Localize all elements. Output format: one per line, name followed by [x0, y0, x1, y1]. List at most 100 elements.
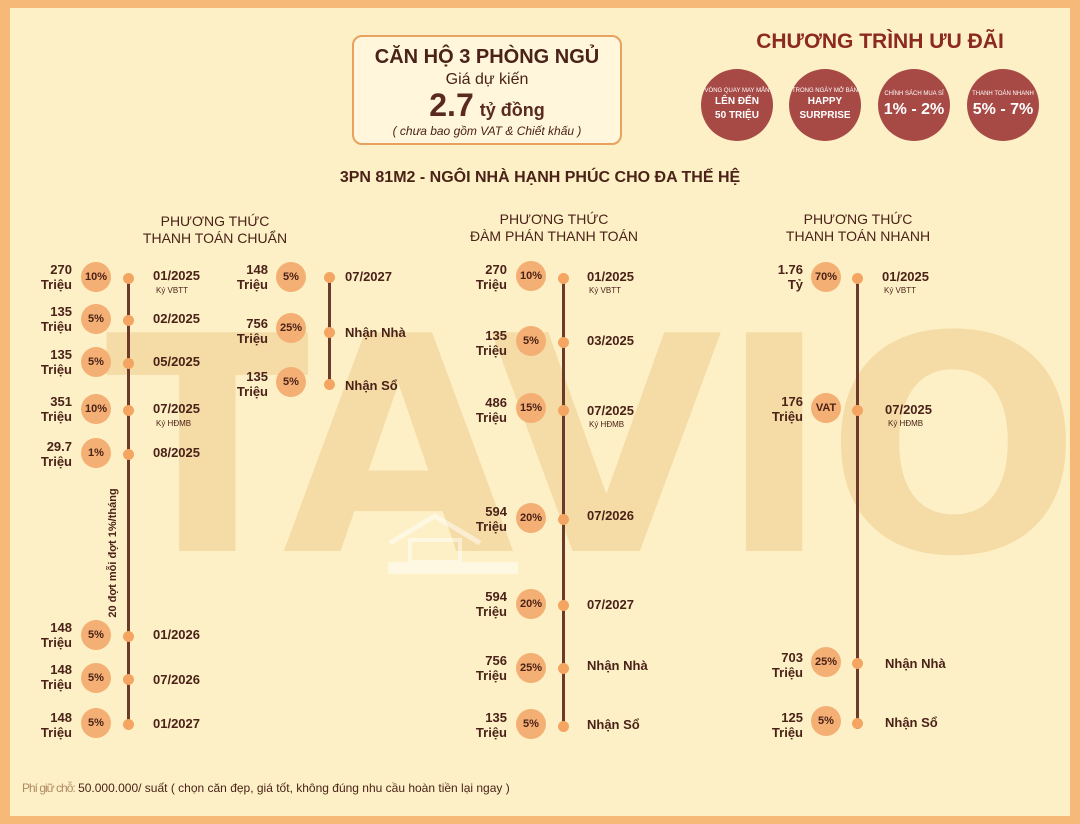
promo-line: SURPRISE: [799, 110, 851, 121]
percent-badge: 25%: [811, 647, 841, 677]
percent-badge: 25%: [276, 313, 306, 343]
column-header-line: THANH TOÁN NHANH: [785, 228, 931, 244]
page: TAVIO CĂN HỘ 3 PHÒNG NGỦ Giá dự kiến 2.7…: [10, 8, 1070, 816]
date-label: 07/2025: [885, 402, 932, 417]
price-box-price: 2.7 tỷ đồng: [354, 87, 620, 124]
percent-badge: 5%: [276, 262, 306, 292]
promo-fast-payment: THANH TOÁN NHANH 5% - 7%: [967, 69, 1039, 141]
amount-value: 135 Triệu: [40, 304, 72, 334]
amount-value: 703 Triệu: [771, 650, 803, 680]
amount-value: 756 Triệu: [236, 316, 268, 346]
percent-badge: 5%: [81, 304, 111, 334]
percent-badge: 5%: [516, 326, 546, 356]
column-header-line: ĐÀM PHÁN THANH TOÁN: [469, 228, 639, 244]
timeline-dot: [123, 631, 134, 642]
timeline-dot: [558, 337, 569, 348]
amount-value: 148 Triệu: [236, 262, 268, 292]
percent-badge: 10%: [81, 394, 111, 424]
amount-value: 1.76 Tỷ: [777, 262, 803, 292]
amount-value: 125 Triệu: [771, 710, 803, 740]
amount-value: 148 Triệu: [40, 710, 72, 740]
timeline-dot: [324, 272, 335, 283]
percent-badge: 5%: [516, 709, 546, 739]
amount-value: 148 Triệu: [40, 620, 72, 650]
promo-big: 5% - 7%: [972, 101, 1034, 118]
timeline-dot: [123, 719, 134, 730]
date-label: 07/2025: [587, 403, 634, 418]
date-label: 01/2025: [587, 269, 634, 284]
date-label: 01/2025: [153, 268, 200, 283]
column-header-line: THANH TOÁN CHUẨN: [142, 230, 288, 246]
footer-label: Phí giữ chỗ:: [22, 781, 76, 795]
percent-badge: 5%: [81, 663, 111, 693]
footer-note: Phí giữ chỗ: 50.000.000/ suất ( chọn căn…: [22, 781, 510, 795]
promo-caption: TRONG NGÀY MỞ BÁN: [791, 88, 859, 94]
date-label: 05/2025: [153, 354, 200, 369]
timeline-dot: [324, 379, 335, 390]
milestone-note: Ký HĐMB: [589, 420, 625, 429]
amount-value: 135 Triệu: [475, 710, 507, 740]
date-label: 01/2027: [153, 716, 200, 731]
timeline-dot: [852, 405, 863, 416]
date-label: 07/2026: [587, 508, 634, 523]
percent-badge: 5%: [81, 708, 111, 738]
percent-badge: 20%: [516, 589, 546, 619]
timeline-dot: [852, 658, 863, 669]
timeline-dot: [558, 273, 569, 284]
price-unit: tỷ đồng: [479, 100, 545, 120]
milestone-note: Ký HĐMB: [888, 419, 924, 428]
percent-badge: 20%: [516, 503, 546, 533]
percent-badge: 70%: [811, 262, 841, 292]
amount-value: 756 Triệu: [475, 653, 507, 683]
date-label: Nhận Nhà: [345, 325, 406, 340]
timeline-line: [127, 279, 130, 724]
main-title: 3PN 81M2 - NGÔI NHÀ HẠNH PHÚC CHO ĐA THẾ…: [339, 169, 741, 186]
price-box-subtitle: Giá dự kiến: [445, 71, 529, 88]
date-label: 08/2025: [153, 445, 200, 460]
milestone-note: Ký VBTT: [884, 286, 917, 295]
amount-value: 29.7 Triệu: [40, 439, 72, 469]
date-label: Nhận Nhà: [587, 658, 648, 673]
amount-value: 135 Triệu: [40, 347, 72, 377]
timeline-dot: [558, 405, 569, 416]
column-header-line: PHƯƠNG THỨC: [499, 211, 609, 227]
timeline-dot: [324, 327, 335, 338]
amount-value: 270 Triệu: [475, 262, 507, 292]
percent-badge: 5%: [276, 367, 306, 397]
percent-badge: 25%: [516, 653, 546, 683]
percent-badge: 15%: [516, 393, 546, 423]
column-header-negotiated: PHƯƠNG THỨC ĐÀM PHÁN THANH TOÁN: [454, 211, 654, 245]
date-label: Nhận Nhà: [885, 656, 946, 671]
column-header-standard: PHƯƠNG THỨC THANH TOÁN CHUẨN: [115, 213, 315, 247]
date-label: 02/2025: [153, 311, 200, 326]
promo-happy-surprise: TRONG NGÀY MỞ BÁN HAPPY SURPRISE: [789, 69, 861, 141]
promo-wholesale: CHÍNH SÁCH MUA SỈ 1% - 2%: [878, 69, 950, 141]
promo-caption: CHÍNH SÁCH MUA SỈ: [884, 91, 944, 97]
timeline-line: [856, 278, 859, 729]
percent-badge: VAT: [811, 393, 841, 423]
price-box: CĂN HỘ 3 PHÒNG NGỦ Giá dự kiến 2.7 tỷ đồn…: [352, 35, 622, 145]
milestone-note: Ký VBTT: [589, 286, 622, 295]
promo-caption: THANH TOÁN NHANH: [972, 91, 1034, 97]
promo-line: 50 TRIỆU: [715, 110, 759, 121]
percent-badge: 1%: [81, 438, 111, 468]
amount-value: 135 Triệu: [236, 369, 268, 399]
milestone-note: Ký VBTT: [156, 286, 189, 295]
price-box-title: CĂN HỘ 3 PHÒNG NGỦ: [374, 46, 600, 68]
date-label: Nhận Sổ: [885, 715, 938, 730]
promo-line: LÊN ĐẾN: [715, 96, 759, 107]
timeline-dot: [123, 273, 134, 284]
date-label: Nhận Sổ: [587, 717, 640, 732]
timeline-dot: [123, 449, 134, 460]
date-label: 01/2025: [882, 269, 929, 284]
date-label: 03/2025: [587, 333, 634, 348]
timeline-line: [562, 278, 565, 728]
column-header-line: PHƯƠNG THỨC: [160, 213, 270, 229]
promo-big: 1% - 2%: [883, 101, 945, 118]
amount-value: 270 Triệu: [40, 262, 72, 292]
column-header-fast: PHƯƠNG THỨC THANH TOÁN NHANH: [758, 211, 958, 245]
timeline-dot: [123, 405, 134, 416]
amount-value: 486 Triệu: [475, 395, 507, 425]
amount-value: 148 Triệu: [40, 662, 72, 692]
timeline-dot: [558, 514, 569, 525]
